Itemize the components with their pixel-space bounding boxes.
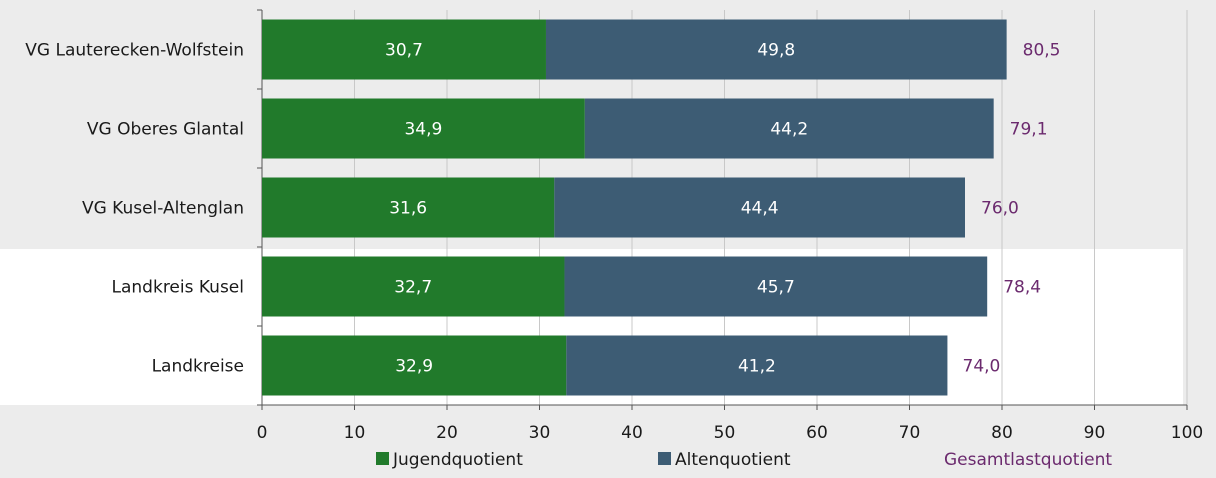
total-value-label: 74,0 — [963, 357, 1001, 377]
bar-value-label: 30,7 — [385, 41, 423, 61]
category-label: Landkreise — [152, 357, 244, 377]
x-tick-label: 20 — [436, 423, 458, 443]
bar-altenquotient — [566, 335, 948, 396]
bar-altenquotient — [584, 98, 994, 159]
total-value-label: 78,4 — [1003, 278, 1041, 298]
x-tick-label: 0 — [257, 423, 268, 443]
x-tick-label: 30 — [529, 423, 551, 443]
bar-value-label: 44,4 — [741, 199, 779, 219]
total-value-label: 76,0 — [981, 199, 1019, 219]
category-label: VG Lauterecken-Wolfstein — [25, 41, 244, 61]
x-tick-label: 80 — [991, 423, 1013, 443]
x-tick-label: 10 — [344, 423, 366, 443]
x-tick-label: 70 — [899, 423, 921, 443]
bar-value-label: 31,6 — [389, 199, 427, 219]
x-tick-label: 100 — [1171, 423, 1203, 443]
category-label: VG Kusel-Altenglan — [82, 199, 244, 219]
x-tick-label: 40 — [621, 423, 643, 443]
bar-value-label: 49,8 — [757, 41, 795, 61]
bar-jugendquotient — [262, 335, 567, 396]
total-value-label: 80,5 — [1023, 41, 1061, 61]
bar-value-label: 44,2 — [770, 120, 808, 140]
legend-altenquotient-swatch — [658, 452, 671, 465]
bar-value-label: 32,9 — [395, 357, 433, 377]
x-tick-label: 50 — [714, 423, 736, 443]
x-tick-label: 60 — [806, 423, 828, 443]
bar-jugendquotient — [262, 19, 546, 80]
bar-jugendquotient — [262, 98, 585, 159]
total-value-label: 79,1 — [1010, 120, 1048, 140]
category-label: Landkreis Kusel — [112, 278, 244, 298]
legend-gesamtlastquotient-label: Gesamtlastquotient — [944, 450, 1112, 470]
legend-jugendquotient-swatch — [376, 452, 389, 465]
bar-value-label: 32,7 — [394, 278, 432, 298]
category-label: VG Oberes Glantal — [87, 120, 244, 140]
bar-jugendquotient — [262, 256, 565, 317]
bar-altenquotient — [564, 256, 988, 317]
bar-value-label: 41,2 — [738, 357, 776, 377]
x-tick-label: 90 — [1084, 423, 1106, 443]
bar-value-label: 34,9 — [404, 120, 442, 140]
bar-altenquotient — [554, 177, 965, 238]
legend-altenquotient-label: Altenquotient — [675, 450, 791, 470]
bar-jugendquotient — [262, 177, 555, 238]
legend-jugendquotient-label: Jugendquotient — [392, 450, 523, 470]
bar-altenquotient — [545, 19, 1007, 80]
bar-value-label: 45,7 — [757, 278, 795, 298]
